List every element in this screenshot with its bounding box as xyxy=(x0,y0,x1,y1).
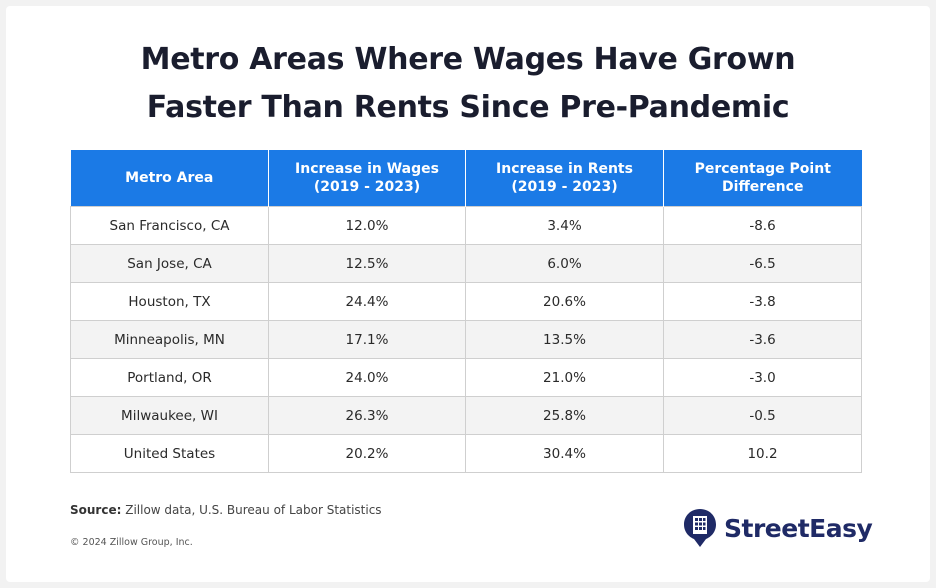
table-row: Milwaukee, WI 26.3% 25.8% -0.5 xyxy=(70,396,862,435)
table-row: San Jose, CA 12.5% 6.0% -6.5 xyxy=(70,244,862,283)
source-note: Source: Zillow data, U.S. Bureau of Labo… xyxy=(70,503,382,517)
table-row: Minneapolis, MN 17.1% 13.5% -3.6 xyxy=(70,320,862,359)
column-header-line: Difference xyxy=(722,179,804,195)
building-pin-icon xyxy=(684,509,716,547)
column-header-line: Increase in Wages xyxy=(295,161,439,177)
value-cell: 12.5% xyxy=(268,244,466,283)
column-header-1: Increase in Wages (2019 - 2023) xyxy=(268,150,466,207)
value-cell: -0.5 xyxy=(663,396,862,435)
column-header-line: (2019 - 2023) xyxy=(313,179,421,195)
table-header-row: Metro Area Increase in Wages (2019 - 2023)… xyxy=(70,150,862,207)
column-header-line: (2019 - 2023) xyxy=(511,179,618,195)
value-cell: 26.3% xyxy=(268,396,466,435)
value-cell: 30.4% xyxy=(465,434,664,473)
source-label: Source: xyxy=(70,503,122,517)
value-cell: 6.0% xyxy=(465,244,664,283)
chart-title-line-2: Faster Than Rents Since Pre-Pandemic xyxy=(146,90,790,125)
brand-name: StreetEasy xyxy=(724,513,873,543)
column-header-line: Percentage Point xyxy=(694,161,831,177)
metro-area-cell: Minneapolis, MN xyxy=(70,320,269,359)
column-header-2: Increase in Rents (2019 - 2023) xyxy=(465,150,664,207)
table-row: San Francisco, CA 12.0% 3.4% -8.6 xyxy=(70,206,862,245)
metro-area-cell: San Jose, CA xyxy=(70,244,269,283)
value-cell: 12.0% xyxy=(268,206,466,245)
value-cell: 20.2% xyxy=(268,434,466,473)
brand-logo: StreetEasy xyxy=(683,508,873,548)
table-row: Houston, TX 24.4% 20.6% -3.8 xyxy=(70,282,862,321)
value-cell: 25.8% xyxy=(465,396,664,435)
source-text: Zillow data, U.S. Bureau of Labor Statis… xyxy=(121,503,382,517)
copyright-text: © 2024 Zillow Group, Inc. xyxy=(70,537,193,548)
value-cell: 24.0% xyxy=(268,358,466,397)
column-header-line: Increase in Rents xyxy=(496,161,633,177)
value-cell: 17.1% xyxy=(268,320,466,359)
table-row: United States 20.2% 30.4% 10.2 xyxy=(70,434,862,473)
value-cell: 21.0% xyxy=(465,358,664,397)
chart-title-line-1: Metro Areas Where Wages Have Grown xyxy=(140,42,796,77)
column-header-line: Metro Area xyxy=(125,170,214,186)
value-cell: -6.5 xyxy=(663,244,862,283)
metro-area-cell: Portland, OR xyxy=(70,358,269,397)
value-cell: -3.6 xyxy=(663,320,862,359)
value-cell: -3.0 xyxy=(663,358,862,397)
value-cell: 20.6% xyxy=(465,282,664,321)
column-header-0: Metro Area xyxy=(70,150,269,207)
value-cell: 3.4% xyxy=(465,206,664,245)
chart-title: Metro Areas Where Wages Have Grown Faste… xyxy=(0,36,936,132)
table-body: San Francisco, CA 12.0% 3.4% -8.6 San Jose, … xyxy=(70,206,862,473)
column-header-3: Percentage Point Difference xyxy=(663,150,862,207)
metro-area-cell: San Francisco, CA xyxy=(70,206,269,245)
table-header: Metro Area Increase in Wages (2019 - 2023)… xyxy=(70,150,862,207)
value-cell: -8.6 xyxy=(663,206,862,245)
metro-area-cell: Houston, TX xyxy=(70,282,269,321)
value-cell: 24.4% xyxy=(268,282,466,321)
value-cell: 13.5% xyxy=(465,320,664,359)
table-row: Portland, OR 24.0% 21.0% -3.0 xyxy=(70,358,862,397)
value-cell: 10.2 xyxy=(663,434,862,473)
data-table: Metro Area Increase in Wages (2019 - 2023)… xyxy=(70,150,862,473)
metro-area-cell: Milwaukee, WI xyxy=(70,396,269,435)
metro-area-cell: United States xyxy=(70,434,269,473)
value-cell: -3.8 xyxy=(663,282,862,321)
